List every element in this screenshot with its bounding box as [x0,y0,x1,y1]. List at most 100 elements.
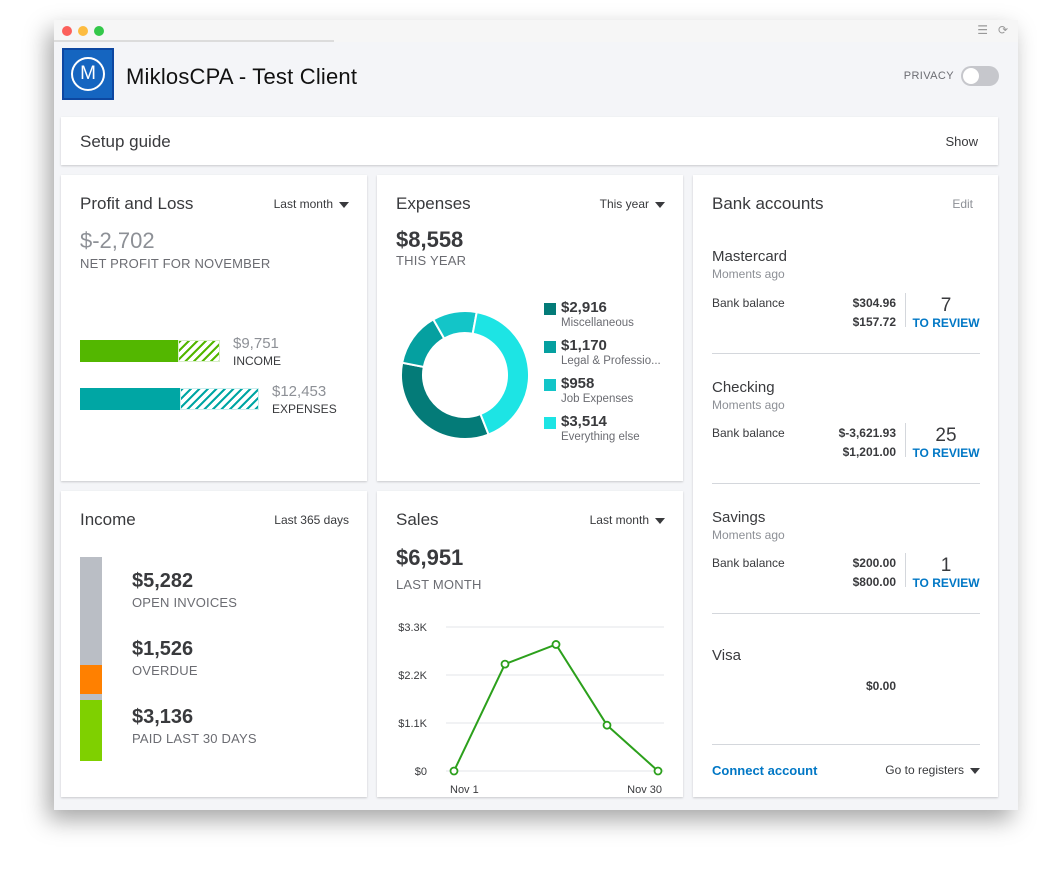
legend-swatch-everything-else [544,417,556,429]
setup-guide-card: Setup guide Show [61,117,998,165]
bank-balance-amount: $304.96 [852,296,896,310]
income-bar-hatched[interactable] [178,340,220,362]
expenses-label: EXPENSES [272,402,337,416]
setup-guide-show-button[interactable]: Show [945,134,978,149]
company-header: M MiklosCPA - Test Client PRIVACY [54,42,1018,114]
setup-guide-title: Setup guide [80,132,171,151]
income-segment-overdue[interactable] [80,665,102,694]
profit-loss-card: Profit and Loss Last month $-2,702 NET P… [61,175,367,481]
sales-period-dropdown[interactable]: Last month [590,513,665,527]
legend-label-legal: Legal & Professio... [561,355,661,367]
bank-separator [905,293,906,327]
caret-down-icon [655,517,665,524]
y-tick-label: $2.2K [398,670,427,682]
profit-loss-period-dropdown[interactable]: Last month [274,197,349,211]
bank-balance-amount: $200.00 [852,556,896,570]
bank-account-name-checking[interactable]: Checking [712,379,775,396]
bank-divider [712,744,980,745]
bank-separator [905,553,906,587]
to-review-link[interactable]: TO REVIEW [912,446,980,460]
overdue-label: OVERDUE [132,663,198,678]
y-tick-label: $1.1K [398,718,427,730]
legend-swatch-miscellaneous [544,303,556,315]
caret-down-icon [339,201,349,208]
bank-edit-button[interactable]: Edit [952,197,973,211]
bank-balance-label: Bank balance [712,426,785,440]
donut-slice-everything-else[interactable] [471,310,530,436]
qb-balance-amount: $1,201.00 [842,445,896,459]
y-tick-label: $0 [415,766,427,778]
legend-value-legal: $1,170 [561,337,607,354]
company-name: MiklosCPA - Test Client [126,64,358,89]
bank-account-name-mastercard[interactable]: Mastercard [712,248,788,265]
income-title: Income [80,510,136,529]
sales-point-nov-22[interactable] [602,720,612,730]
registers-label: Go to registers [885,763,964,777]
sales-point-nov-7[interactable] [500,659,510,669]
title-bar: ☰ ⟳ [54,20,1018,42]
income-segment-paid-last-30-days[interactable] [80,700,102,761]
bank-divider [712,613,980,614]
minimize-window-button[interactable] [78,26,88,36]
sales-point-nov-1[interactable] [449,766,459,776]
x-tick-label: Nov 1 [450,784,479,796]
refresh-icon[interactable]: ⟳ [997,23,1008,37]
to-review-link[interactable]: TO REVIEW [912,576,980,590]
review-count[interactable]: 1 [940,555,952,576]
open-invoices-value[interactable]: $5,282 [132,570,194,592]
open-invoices-label: OPEN INVOICES [132,595,238,610]
bank-account-time-mastercard: Moments ago [712,267,785,281]
review-count[interactable]: 25 [935,425,957,446]
income-stacked-bar[interactable] [80,557,102,761]
overdue-value[interactable]: $1,526 [132,638,194,660]
qb-balance-amount: $157.72 [852,315,896,329]
caret-down-icon [970,767,980,774]
income-segment-gap [80,659,102,665]
menu-icon[interactable]: ☰ [977,23,988,37]
paid-value[interactable]: $3,136 [132,706,194,728]
caret-down-icon [655,201,665,208]
income-bar-solid[interactable] [80,340,178,362]
bank-balance-label: Bank balance [712,296,785,310]
sales-title: Sales [396,510,439,529]
close-window-button[interactable] [62,26,72,36]
expenses-bar-solid[interactable] [80,388,180,410]
donut-slice-miscellaneous[interactable] [400,361,490,440]
expenses-card: Expenses This year $8,558 THIS YEAR $2,9… [377,175,683,481]
to-review-link[interactable]: TO REVIEW [912,316,980,330]
expenses-period-dropdown[interactable]: This year [600,197,665,211]
income-value: $9,751 [233,335,279,352]
legend-value-everything-else: $3,514 [561,413,607,430]
expenses-title: Expenses [396,194,471,213]
sales-total-label: LAST MONTH [396,577,482,592]
privacy-toggle[interactable] [961,66,999,86]
income-segment-open-invoices[interactable] [80,557,102,659]
review-count[interactable]: 7 [940,295,952,316]
bank-balance-amount: $-3,621.93 [838,426,896,440]
period-label: Last month [273,197,333,211]
expenses-bar-hatched[interactable] [180,388,259,410]
expenses-donut-chart[interactable] [395,305,535,445]
profit-loss-title: Profit and Loss [80,194,194,213]
period-label: This year [599,197,649,211]
net-profit-label: NET PROFIT FOR NOVEMBER [80,256,271,271]
bank-account-name-visa[interactable]: Visa [712,647,741,664]
zoom-window-button[interactable] [94,26,104,36]
legend-swatch-job-expenses [544,379,556,391]
bank-account-name-savings[interactable]: Savings [712,509,766,526]
privacy-label: PRIVACY [903,70,954,82]
sales-series-line [453,643,659,772]
qb-balance-amount: $800.00 [852,575,896,589]
period-label: Last month [589,513,649,527]
bank-accounts-card: Bank accounts Edit Mastercard Moments ag… [693,175,998,797]
sales-line-chart[interactable]: $3.3K $2.2K $1.1K $0 Nov 1 Nov 30 [377,597,683,797]
titlebar-divider [54,40,334,42]
sales-point-nov-15[interactable] [551,640,561,649]
company-logo: M [62,48,114,100]
sales-point-nov-30[interactable] [653,766,663,776]
expenses-total: $8,558 [396,227,464,252]
go-to-registers-dropdown[interactable]: Go to registers [885,763,980,777]
bank-divider [712,483,980,484]
connect-account-link[interactable]: Connect account [712,763,818,778]
app-window: ☰ ⟳ M MiklosCPA - Test Client PRIVACY Se… [54,20,1018,810]
